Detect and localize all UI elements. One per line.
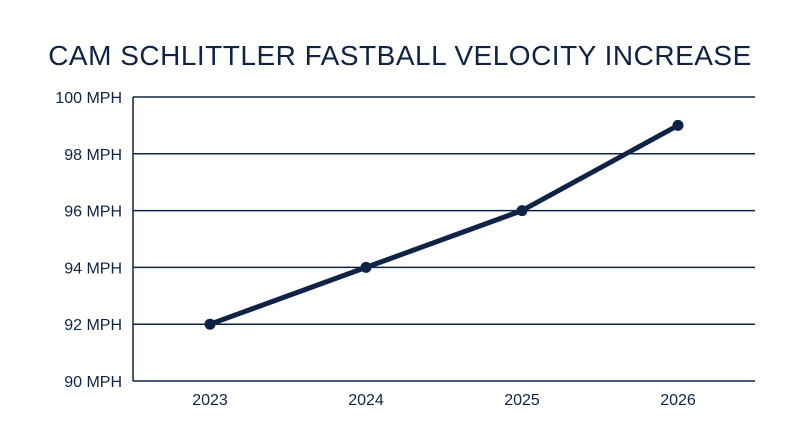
series-layer [204,119,684,330]
y-tick-label: 98 MPH [64,147,122,164]
data-point [360,261,372,273]
y-tick-label: 92 MPH [64,317,122,334]
x-tick-label: 2024 [348,392,384,409]
data-point [204,318,216,330]
x-tick-label: 2026 [660,392,696,409]
data-point [672,119,684,131]
y-tick-label: 100 MPH [55,90,122,107]
series-line [207,122,681,327]
data-point [516,205,528,217]
x-axis-ticks: 2023 2024 2025 2026 [192,392,696,409]
y-tick-label: 96 MPH [64,204,122,221]
x-tick-label: 2023 [192,392,228,409]
y-tick-label: 90 MPH [64,374,122,391]
chart-title: CAM SCHLITTLER FASTBALL VELOCITY INCREAS… [48,40,752,71]
y-axis-ticks: 90 MPH 92 MPH 94 MPH 96 MPH 98 MPH 100 MPH [55,90,122,391]
x-tick-label: 2025 [504,392,540,409]
gridlines [132,96,755,382]
y-tick-label: 94 MPH [64,260,122,277]
